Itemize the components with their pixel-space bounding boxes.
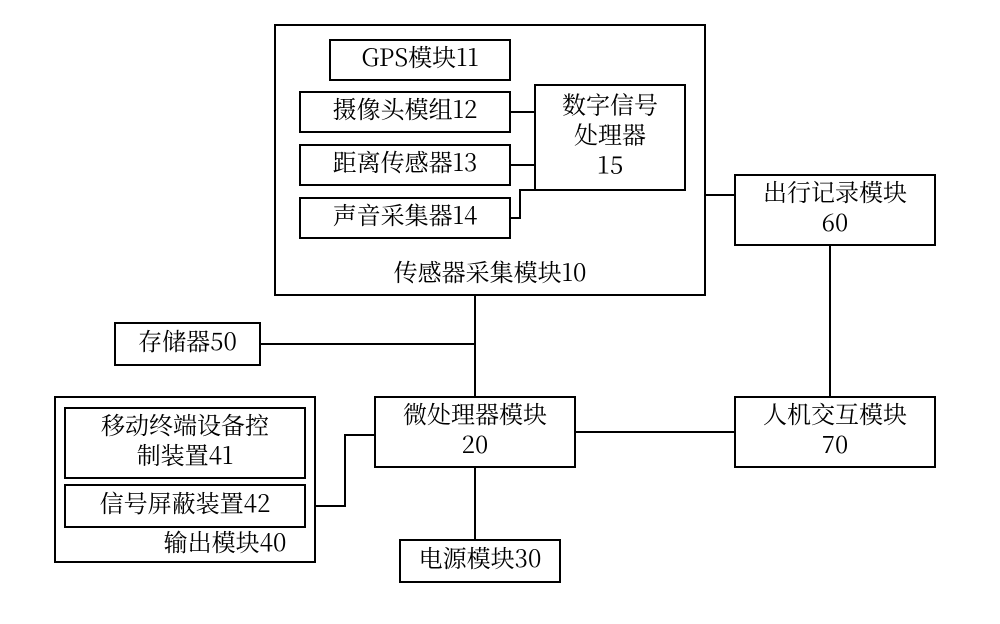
- sound-label: 声音采集器14: [333, 196, 478, 231]
- gps-label: GPS模块11: [361, 38, 478, 73]
- mcu-label-2: 20: [462, 425, 488, 460]
- storage-label: 存储器50: [138, 322, 237, 357]
- hmi-label-2: 70: [822, 425, 848, 460]
- distance-label: 距离传感器13: [333, 143, 478, 178]
- output-frame-label: 输出模块40: [164, 523, 287, 558]
- sensor-module-frame-label: 传感器采集模块10: [394, 253, 587, 288]
- edge-output_frame-to-mcu: [315, 435, 375, 506]
- power-label: 电源模块30: [419, 539, 542, 574]
- mobile-ctrl-label-2: 制装置41: [137, 436, 234, 471]
- dsp-label-3: 15: [597, 146, 623, 181]
- travel-log-label-2: 60: [822, 203, 848, 238]
- camera-label: 摄像头模组12: [333, 90, 478, 125]
- signal-shield-label: 信号屏蔽装置42: [100, 484, 271, 519]
